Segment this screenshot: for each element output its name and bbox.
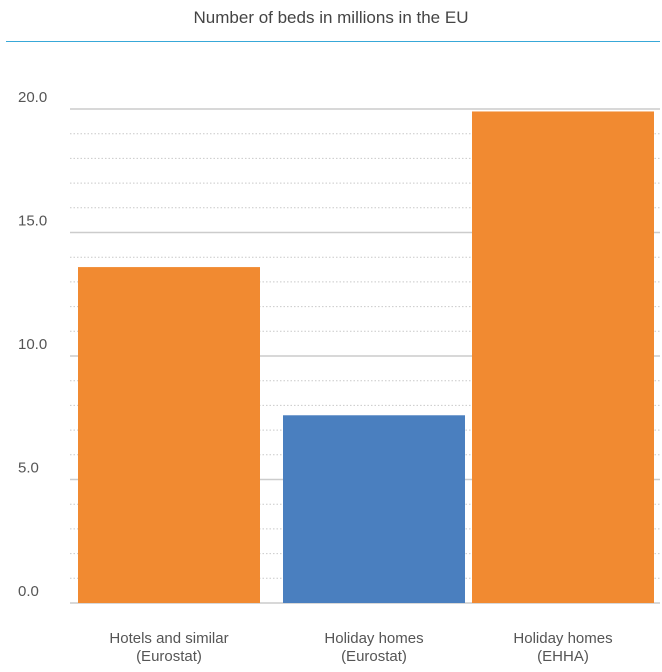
y-tick-label: 0.0	[18, 583, 39, 600]
x-axis-labels: Hotels and similar(Eurostat)Holiday home…	[109, 630, 612, 665]
bar	[78, 267, 260, 603]
title-underline	[6, 41, 660, 42]
x-category-label: Holiday homes	[513, 630, 612, 647]
x-category-label: Hotels and similar	[109, 630, 228, 647]
bars	[78, 111, 654, 603]
chart-title: Number of beds in millions in the EU	[193, 8, 469, 27]
x-category-label: (Eurostat)	[136, 648, 202, 665]
x-category-label: Holiday homes	[324, 630, 423, 647]
y-tick-label: 5.0	[18, 460, 39, 477]
y-tick-label: 15.0	[18, 213, 47, 230]
bar	[472, 111, 654, 603]
y-axis-ticks: 0.0 5.0 10.0 15.0 20.0	[18, 89, 47, 600]
y-tick-label: 10.0	[18, 336, 47, 353]
x-category-label: (EHHA)	[537, 648, 589, 665]
y-tick-label: 20.0	[18, 89, 47, 106]
x-category-label: (Eurostat)	[341, 648, 407, 665]
bar	[283, 415, 465, 603]
